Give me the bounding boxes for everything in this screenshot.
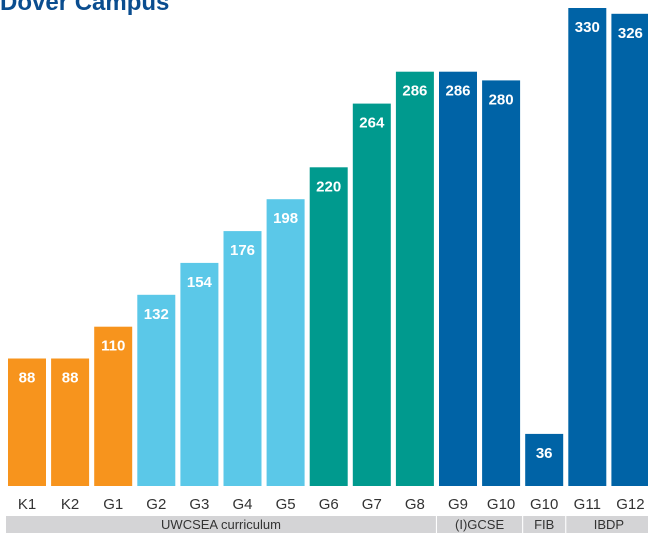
x-tick-label: G6 — [319, 496, 339, 513]
bar-g9-10 — [439, 71, 477, 486]
bar-g12-14 — [611, 13, 648, 487]
bar-k1-0 — [8, 358, 46, 486]
chart-title: Dover Campus — [0, 0, 169, 16]
bar-value-label: 280 — [489, 91, 514, 108]
group-band — [566, 516, 648, 533]
bar-value-label: 286 — [445, 83, 470, 100]
bar-g7-8 — [352, 103, 391, 486]
bar-value-label: 220 — [316, 178, 341, 195]
bar-value-label: 88 — [62, 370, 79, 387]
x-tick-label: G2 — [146, 496, 166, 513]
group-band — [523, 516, 566, 533]
tick-labels-group: K1 K2 G1 G2 G3 G4 G5 G6 G7 G8 G9 G10 G10 G11 G12 — [18, 496, 645, 513]
bars-group: 88 88 110 132 154 176 198 220 264 286 286 280 36 330 3… — [8, 8, 648, 487]
bar-g10-12 — [525, 433, 564, 486]
bar-g3-4 — [180, 262, 219, 486]
x-tick-label: G9 — [448, 496, 468, 513]
group-label: FIB — [534, 517, 554, 532]
bar-value-label: 330 — [575, 19, 600, 36]
x-tick-label: K1 — [18, 496, 36, 513]
group-label: (I)GCSE — [455, 517, 504, 532]
x-tick-label: G7 — [362, 496, 382, 513]
bar-value-label: 88 — [19, 370, 36, 387]
group-band — [437, 516, 523, 533]
bar-value-label: 154 — [187, 274, 213, 291]
bar-value-label: 286 — [402, 83, 427, 100]
bar-g5-6 — [266, 199, 305, 486]
bar-value-label: 36 — [536, 445, 553, 462]
bar-g10-11 — [482, 80, 521, 487]
x-tick-label: G3 — [189, 496, 209, 513]
bar-g2-3 — [137, 294, 176, 486]
bar-g6-7 — [309, 167, 348, 487]
bar-value-label: 132 — [144, 306, 169, 323]
x-tick-label: K2 — [61, 496, 79, 513]
bar-g1-2 — [94, 326, 133, 486]
curriculum-groups: UWCSEA curriculum (I)GCSE FIB IBDP — [6, 516, 648, 533]
bar-g11-13 — [568, 8, 607, 486]
x-tick-label: G1 — [103, 496, 123, 513]
bar-value-label: 198 — [273, 210, 298, 227]
x-tick-label: G10 — [530, 496, 558, 513]
x-tick-label: G4 — [232, 496, 252, 513]
group-label: IBDP — [594, 517, 624, 532]
x-tick-label: G11 — [574, 496, 601, 513]
bar-g4-5 — [223, 231, 262, 486]
group-band — [6, 516, 436, 533]
bar-value-label: 176 — [230, 242, 255, 259]
bar-value-label: 110 — [101, 338, 125, 355]
x-tick-label: G12 — [616, 496, 644, 513]
bar-value-label: 264 — [359, 115, 385, 132]
x-tick-label: G10 — [487, 496, 515, 513]
bar-k2-1 — [51, 358, 90, 486]
bar-g8-9 — [395, 71, 434, 486]
bar-value-label: 326 — [618, 25, 643, 42]
x-tick-label: G5 — [276, 496, 296, 513]
x-tick-label: G8 — [405, 496, 425, 513]
group-label: UWCSEA curriculum — [161, 517, 281, 532]
